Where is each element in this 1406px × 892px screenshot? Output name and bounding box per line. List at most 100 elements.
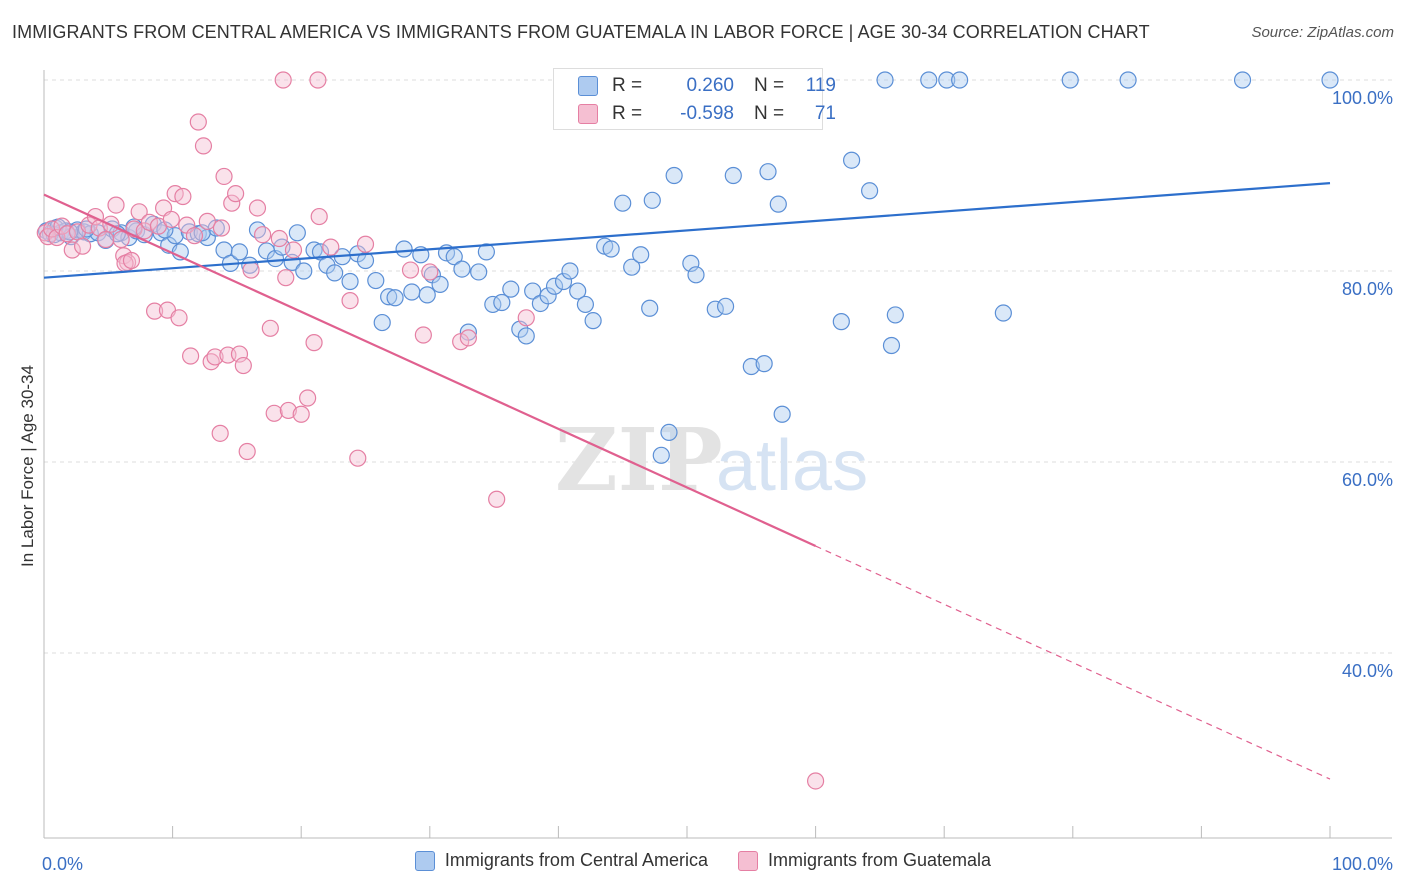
data-point [517,309,535,327]
data-point [576,295,595,314]
data-point [843,151,861,169]
data-point [876,71,894,89]
data-point [687,266,705,284]
data-point [453,260,471,278]
data-point [1321,71,1339,89]
data-point [223,194,241,212]
watermark-atlas: atlas [716,426,868,506]
data-point [309,71,327,89]
data-point [395,240,413,258]
legend-item-central-america[interactable]: Immigrants from Central America [414,850,708,871]
y-tick-label: 100.0% [1332,88,1393,108]
stats-r-label: R = [612,103,643,124]
data-point [759,163,777,181]
data-point [145,302,164,320]
data-point [356,235,375,253]
trend-line-central-america [43,182,1331,279]
data-point [310,207,328,226]
data-point [198,212,216,230]
data-point [230,243,249,261]
watermark: ZIP atlas [555,410,868,511]
stats-r-value: -0.598 [680,103,734,124]
stats-row-guatemala: R = -0.598 N = 71 [578,100,836,128]
legend-label-guatemala: Immigrants from Guatemala [768,850,992,870]
data-point [212,219,231,237]
y-tick-label: 40.0% [1342,661,1393,681]
data-point [502,280,520,298]
data-point [477,243,495,261]
data-point [561,262,579,280]
chart-title: IMMIGRANTS FROM CENTRAL AMERICA VS IMMIG… [12,22,1150,42]
data-point [292,405,310,423]
data-point [920,71,938,89]
data-point [227,185,245,203]
data-point [641,299,659,317]
data-point [367,271,385,290]
data-point [623,258,641,276]
data-point [716,297,735,315]
data-point [459,329,477,347]
data-point [80,216,98,234]
legend-swatch-pink [738,850,758,871]
trend-line-guatemala [43,193,817,548]
data-point [769,195,787,213]
data-point [58,225,76,243]
stats-n-value: 119 [805,75,836,96]
data-point [107,196,125,214]
data-point [569,282,587,300]
data-point [122,251,141,270]
stats-n-value: 71 [814,103,836,124]
data-point [584,312,602,330]
data-point [322,238,340,256]
data-point [341,272,359,291]
data-point [73,237,92,255]
x-tick-label: 100.0% [1332,854,1393,874]
x-tick-label: 0.0% [42,854,83,874]
data-point [832,313,850,331]
data-point [452,333,470,351]
data-point [431,275,449,293]
trend-lines [43,182,1331,780]
series-central-america-points [37,71,1339,464]
data-point [277,269,295,287]
data-point [488,490,506,508]
data-point [248,199,267,217]
data-point [174,187,192,206]
data-point [773,405,791,423]
data-point [166,227,184,245]
stats-r-label: R = [612,75,643,96]
gridlines [44,79,1392,654]
tick-labels: 40.0% 60.0% 80.0% 100.0% 0.0% 100.0% [42,88,1393,874]
data-point [545,277,564,295]
data-point [421,263,439,281]
data-point [517,327,535,345]
legend-item-guatemala[interactable]: Immigrants from Guatemala [738,850,991,871]
data-point [602,240,620,258]
data-point [493,293,511,312]
data-point [994,304,1012,322]
data-point [706,300,724,318]
series-guatemala-points [36,71,825,790]
data-point [261,319,279,337]
data-point [162,210,180,229]
data-point [386,289,404,307]
axes [43,70,1392,839]
stats-r-value: 0.260 [686,75,734,96]
stats-swatch-blue [578,76,598,96]
stats-box: R = 0.260 N = 119 R = -0.598 N = 71 [553,68,836,130]
data-point [341,292,359,310]
data-point [270,229,288,248]
data-point [215,167,233,186]
data-point [1119,71,1137,89]
data-point [234,356,252,375]
data-point [288,224,306,242]
data-point [373,313,391,332]
data-point [539,287,557,305]
data-point [182,347,200,365]
data-point [1061,71,1079,89]
data-point [194,137,213,155]
data-point [97,230,115,249]
data-point [295,262,313,280]
data-point [254,226,272,244]
